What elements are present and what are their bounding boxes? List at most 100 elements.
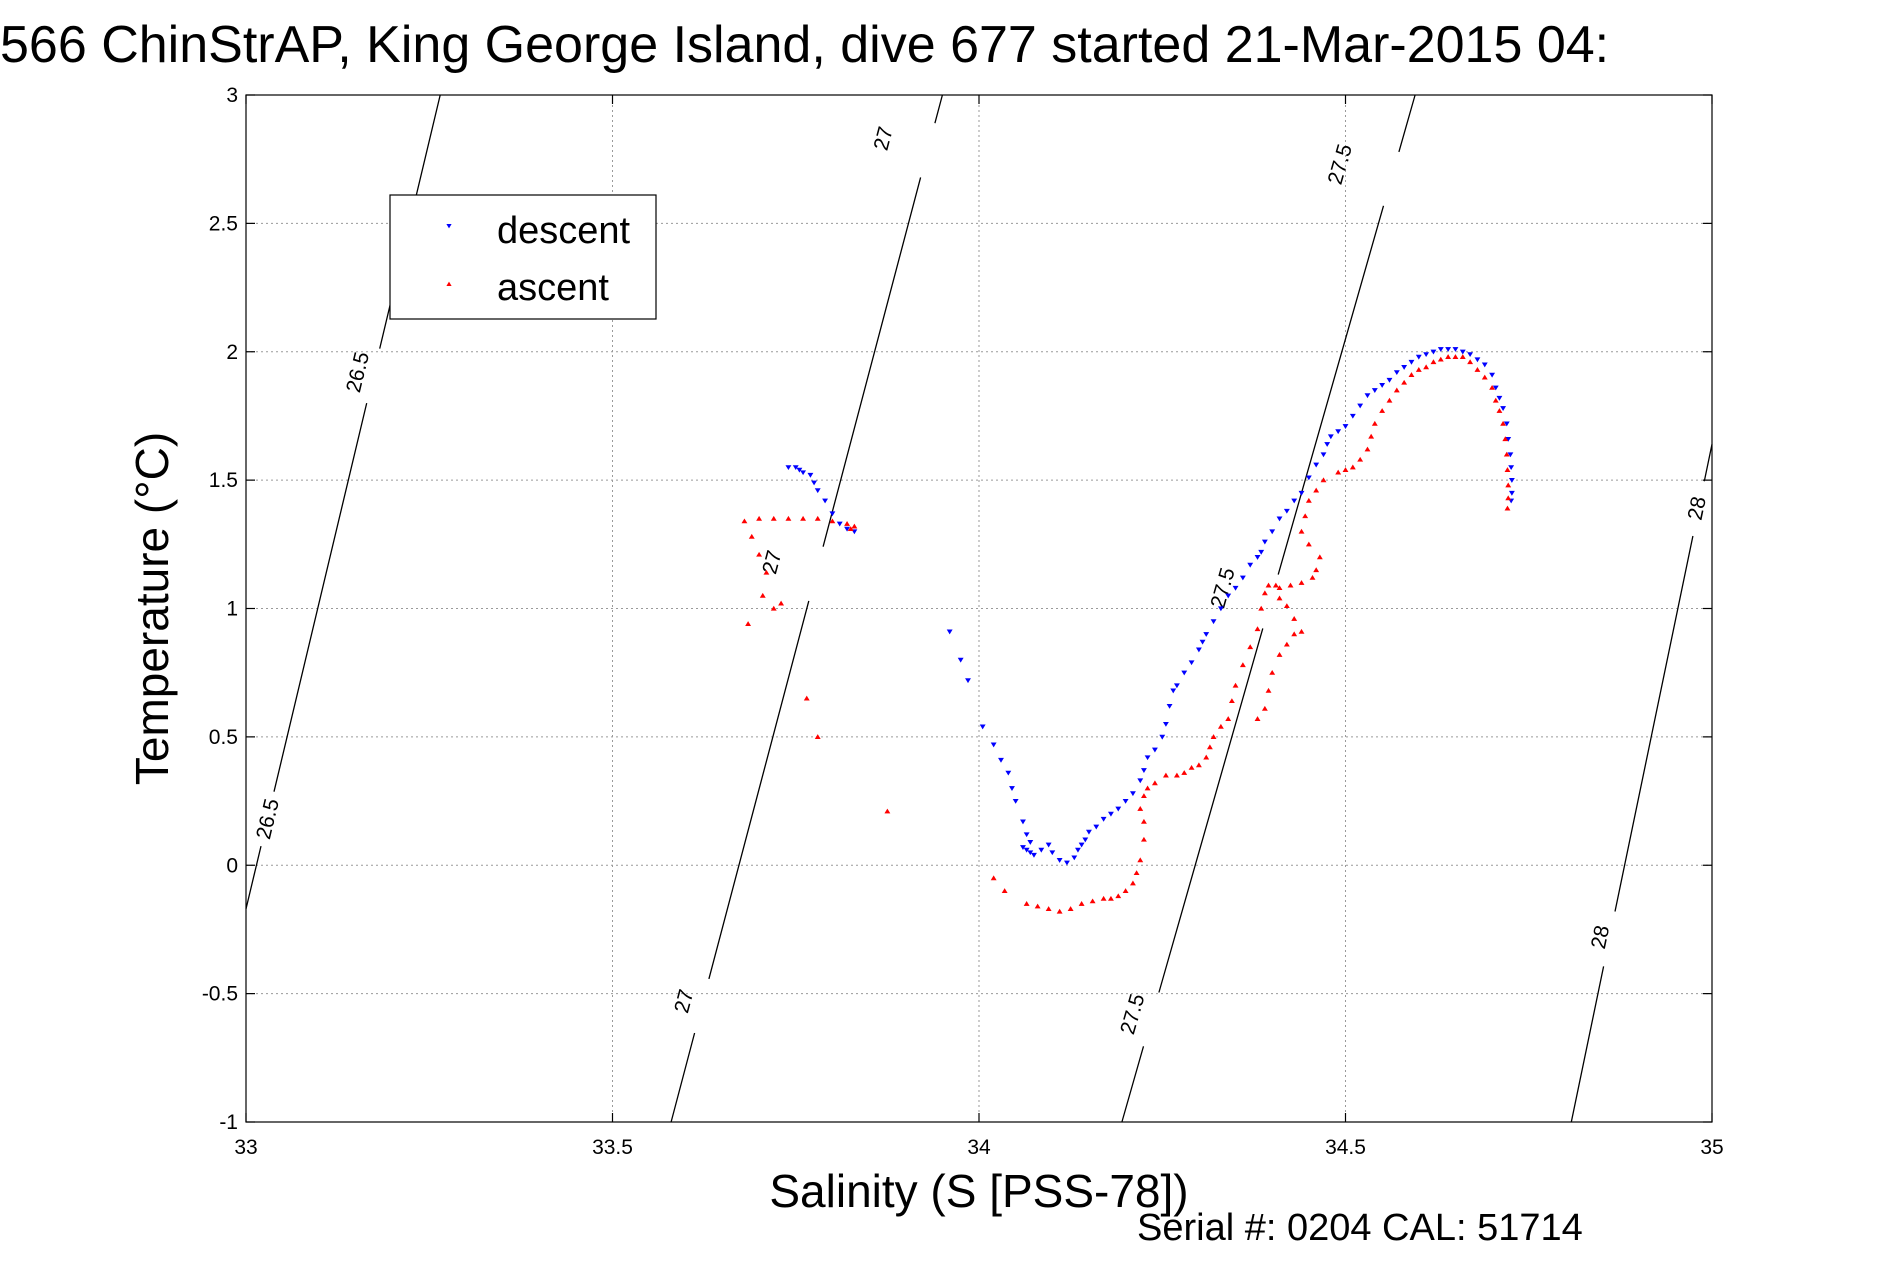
- x-tick-label: 35: [1700, 1136, 1723, 1159]
- ascent-point: [1298, 528, 1305, 534]
- descent-point: [1393, 370, 1400, 376]
- isopycnal-line-27.5: [1121, 94, 1416, 1123]
- x-tick-label: 33.5: [592, 1136, 633, 1159]
- y-tick-label: -0.5: [202, 983, 238, 1006]
- descent-point: [1379, 383, 1386, 388]
- descent-point: [1423, 352, 1430, 358]
- ascent-point: [814, 734, 821, 739]
- legend-label-ascent: ascent: [497, 267, 609, 309]
- descent-point: [800, 470, 807, 476]
- descent-point: [1459, 349, 1466, 355]
- descent-point: [1324, 442, 1331, 447]
- y-tick-label: 0: [226, 854, 238, 877]
- data-points: [741, 347, 1515, 914]
- descent-point: [1151, 747, 1158, 753]
- descent-point: [836, 521, 843, 527]
- isopycnal-label: 28: [1684, 495, 1711, 523]
- ascent-point: [1371, 420, 1378, 426]
- series-ascent: [741, 354, 1512, 914]
- descent-point: [1170, 688, 1177, 694]
- ascent-point: [1067, 906, 1074, 911]
- descent-point: [1159, 734, 1166, 740]
- ascent-point: [745, 621, 752, 627]
- ascent-point: [1496, 408, 1503, 413]
- ascent-point: [1210, 734, 1217, 739]
- descent-point: [1232, 585, 1239, 591]
- ascent-point: [1108, 895, 1114, 901]
- ascent-point: [1203, 754, 1210, 760]
- ascent-point: [1239, 662, 1246, 668]
- descent-point: [1401, 365, 1408, 370]
- ascent-point: [1195, 762, 1202, 768]
- descent-point: [1115, 806, 1122, 812]
- ascent-point: [1188, 764, 1195, 770]
- descent-point: [1049, 850, 1056, 856]
- descent-point: [1009, 786, 1015, 791]
- descent-point: [1258, 549, 1265, 555]
- descent-point: [1108, 811, 1114, 817]
- ascent-point: [1144, 785, 1151, 791]
- ascent-point: [1276, 651, 1283, 657]
- ascent-point: [1393, 387, 1400, 393]
- ascent-point: [770, 605, 777, 611]
- isopycnal-label: 27.5: [1116, 991, 1149, 1037]
- ascent-point: [1342, 467, 1349, 472]
- ascent-point: [1133, 870, 1140, 876]
- descent-point: [1508, 465, 1515, 471]
- descent-point: [1489, 372, 1496, 378]
- descent-point: [965, 678, 971, 684]
- descent-point: [1195, 647, 1202, 653]
- ascent-point: [1298, 628, 1305, 634]
- descent-point: [1508, 478, 1515, 483]
- descent-point: [1364, 393, 1371, 399]
- descent-point: [1298, 490, 1305, 496]
- y-tick-label: 2: [226, 341, 238, 364]
- ascent-point: [1129, 880, 1136, 886]
- ascent-point: [1287, 582, 1294, 588]
- descent-point: [1371, 388, 1378, 394]
- ascent-point: [1401, 379, 1408, 385]
- ascent-point: [763, 569, 770, 575]
- descent-point: [822, 498, 829, 504]
- ascent-point: [1500, 420, 1507, 426]
- ascent-point: [756, 515, 763, 521]
- descent-point: [990, 742, 997, 748]
- ascent-point: [1408, 372, 1415, 377]
- ascent-point: [1316, 554, 1323, 560]
- ascent-point: [1254, 626, 1261, 632]
- descent-point: [814, 488, 821, 494]
- descent-point: [1031, 852, 1037, 858]
- ascent-point: [1115, 893, 1122, 899]
- descent-point: [998, 757, 1004, 763]
- ascent-point: [1247, 644, 1254, 650]
- ascent-point: [741, 518, 748, 524]
- legend-box: [389, 194, 657, 320]
- descent-point: [1276, 516, 1283, 522]
- isopycnal-label: 26.5: [252, 796, 284, 841]
- ascent-point: [756, 551, 763, 557]
- ascent-point: [1140, 793, 1147, 799]
- ascent-point: [1100, 895, 1107, 901]
- ascent-point: [1445, 354, 1452, 359]
- ascent-point: [1272, 582, 1279, 588]
- descent-point: [829, 511, 836, 517]
- ascent-point: [1181, 770, 1188, 775]
- legend-label-descent: descent: [497, 210, 631, 252]
- ascent-point: [1298, 580, 1305, 585]
- ascent-point: [1502, 436, 1509, 442]
- ascent-point: [748, 533, 755, 539]
- ascent-point: [1276, 595, 1283, 601]
- descent-point: [1056, 858, 1063, 863]
- descent-point: [1500, 406, 1507, 411]
- ascent-point: [884, 808, 891, 814]
- ascent-point: [1261, 705, 1268, 711]
- descent-point: [1305, 475, 1312, 481]
- ascent-point: [1467, 359, 1474, 365]
- x-tick-label: 33: [234, 1136, 257, 1159]
- descent-point: [1408, 359, 1415, 365]
- ascent-point: [1265, 582, 1272, 588]
- ascent-point: [1225, 716, 1232, 722]
- ascent-point: [1283, 641, 1290, 647]
- ascent-point: [803, 695, 810, 701]
- descent-point: [1140, 768, 1147, 773]
